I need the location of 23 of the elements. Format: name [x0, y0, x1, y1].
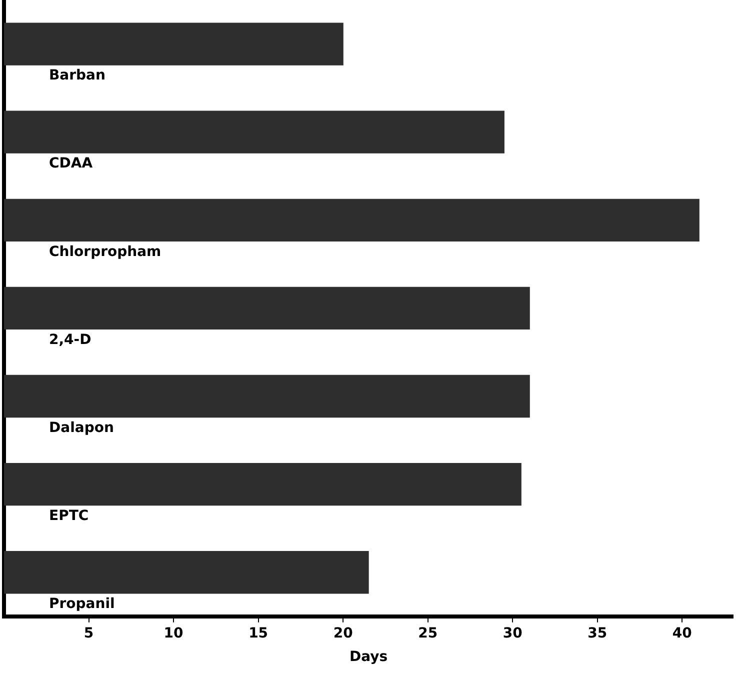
x-tick-label: 20	[333, 625, 354, 642]
bar	[4, 551, 369, 594]
bar	[4, 198, 700, 242]
bar	[4, 286, 530, 330]
x-tick-label: 15	[248, 625, 268, 642]
x-tick-label: 5	[84, 625, 94, 642]
y-tick-label: Barban	[49, 68, 106, 84]
x-tick-label: 40	[672, 625, 692, 642]
bar	[4, 22, 344, 66]
x-tick-label: 25	[418, 625, 438, 642]
bar	[4, 462, 522, 506]
y-tick-label: Propanil	[49, 596, 115, 612]
y-tick-label: Dalapon	[49, 420, 114, 436]
y-tick-label: EPTC	[49, 508, 89, 524]
y-tick-label: CDAA	[49, 156, 93, 172]
x-axis-title: Days	[349, 649, 388, 666]
y-tick-label: 2,4-D	[49, 332, 92, 348]
y-tick-label: Chlorpropham	[49, 244, 162, 260]
x-tick-label: 35	[588, 625, 608, 642]
x-tick-label: 10	[164, 625, 184, 642]
x-tick-label: 30	[502, 625, 523, 642]
bar	[4, 110, 504, 154]
bar	[4, 374, 530, 418]
